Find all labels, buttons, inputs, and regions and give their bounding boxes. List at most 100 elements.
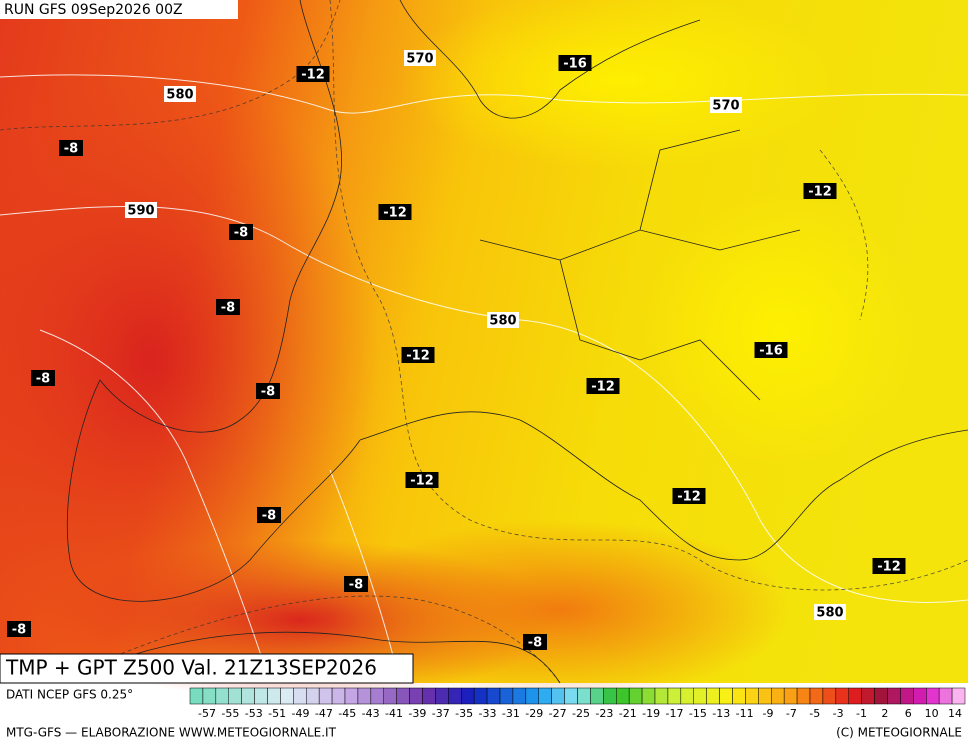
colorbar-swatch xyxy=(900,687,914,705)
label-box xyxy=(872,558,906,574)
colorbar-swatch xyxy=(267,687,281,705)
title-box xyxy=(0,653,414,684)
label-box xyxy=(256,383,280,399)
colorbar-tick-label: -51 xyxy=(268,707,286,720)
colorbar-swatch xyxy=(732,687,746,705)
colorbar-tick-label: -55 xyxy=(221,707,239,720)
colorbar-swatch xyxy=(331,687,346,705)
colorbar-swatch xyxy=(809,687,824,705)
colorbar-swatch xyxy=(499,687,514,705)
colorbar-swatch xyxy=(654,687,669,705)
temperature-label: -8 xyxy=(64,142,78,157)
temperature-label: -8 xyxy=(261,385,275,400)
label-box xyxy=(229,224,253,240)
height-label: 570 xyxy=(712,99,739,114)
colorbar-tick-label: -27 xyxy=(549,707,567,720)
colorbar-swatch xyxy=(422,687,436,705)
colorbar-swatch xyxy=(616,687,630,705)
colorbar-tick-label: -9 xyxy=(763,707,774,720)
label-box xyxy=(672,488,706,504)
colorbar-swatch xyxy=(215,687,229,705)
temperature-label: -8 xyxy=(262,509,276,524)
height-label: 580 xyxy=(816,606,843,621)
colorbar-tick-label: -23 xyxy=(595,707,613,720)
temperature-labels: -12 -16 -8 -12 -12 -8 -8 -12 -16 -8 -12 -8 -12 -12 -8 -… xyxy=(7,55,906,651)
label-box xyxy=(710,97,742,113)
label-box xyxy=(558,55,592,71)
colorbar-swatch xyxy=(706,687,720,705)
colorbar-swatch xyxy=(745,687,759,705)
colorbar-tick-label: -43 xyxy=(362,707,380,720)
label-box xyxy=(404,50,436,66)
colorbar-swatch xyxy=(926,687,940,705)
colorbar-swatch xyxy=(564,687,578,705)
label-box xyxy=(803,183,837,199)
colorbar-swatch xyxy=(189,687,204,705)
label-box xyxy=(257,507,281,523)
temperature-label: -12 xyxy=(406,349,430,364)
colorbar-swatch xyxy=(758,687,772,705)
label-box xyxy=(31,370,55,386)
colorbar-swatch xyxy=(306,687,320,705)
run-label: RUN GFS 09Sep2026 00Z xyxy=(4,2,183,18)
colorbar-swatch xyxy=(202,687,217,705)
colorbar-swatch xyxy=(512,687,527,705)
colorbar-swatch xyxy=(667,687,682,705)
height-labels: 570 580 570 590 580 580 xyxy=(125,50,846,621)
coastlines xyxy=(59,0,968,684)
colorbar-tick-label: -29 xyxy=(525,707,543,720)
colorbar-swatch xyxy=(344,687,359,705)
temperature-label: -12 xyxy=(410,474,434,489)
colorbar-swatch xyxy=(448,687,462,705)
temperature-label: -16 xyxy=(759,344,783,359)
colorbar: -57 -55 -53 -51 -49 -47 -45 -43 -41 -39 -37 -35 -33-… xyxy=(189,687,966,720)
colorbar-tick-label: -17 xyxy=(666,707,684,720)
colorbar-swatch xyxy=(848,687,862,705)
temperature-label: -8 xyxy=(36,372,50,387)
colorbar-swatch xyxy=(435,687,449,705)
colorbar-swatch xyxy=(822,687,837,705)
colorbar-tick-label: 6 xyxy=(905,707,912,720)
colorbar-tick-label: -39 xyxy=(408,707,426,720)
label-box xyxy=(378,204,412,220)
colorbar-tick-label: -19 xyxy=(642,707,660,720)
temperature-label: -12 xyxy=(301,68,325,83)
colorbar-tick-label: -45 xyxy=(338,707,356,720)
label-box xyxy=(164,86,196,102)
colorbar-swatch xyxy=(641,687,656,705)
colorbar-swatch xyxy=(603,687,617,705)
credits-label: MTG-GFS — ELABORAZIONE WWW.METEOGIORNALE… xyxy=(6,726,337,740)
colorbar-swatch xyxy=(951,687,966,705)
colorbar-swatch xyxy=(538,687,552,705)
temperature-label: -8 xyxy=(221,301,235,316)
colorbar-swatch xyxy=(486,687,501,705)
colorbar-swatch xyxy=(719,687,733,705)
colorbar-tick-label: -13 xyxy=(712,707,730,720)
colorbar-swatch xyxy=(409,687,423,705)
colorbar-tick-label: 10 xyxy=(925,707,939,720)
colorbar-swatch xyxy=(783,687,798,705)
temperature-label: -12 xyxy=(591,380,615,395)
cool-area xyxy=(400,0,840,170)
height-label: 580 xyxy=(166,88,193,103)
colorbar-swatch xyxy=(628,687,643,705)
colorbar-tick-label: -31 xyxy=(502,707,520,720)
colorbar-tick-label: -1 xyxy=(856,707,867,720)
colorbar-swatch xyxy=(280,687,294,705)
warm-area xyxy=(330,520,790,700)
colorbar-tick-label: 2 xyxy=(881,707,888,720)
temperature-label: -12 xyxy=(383,206,407,221)
temperature-label: -8 xyxy=(528,636,542,651)
colorbar-swatch xyxy=(913,687,927,705)
colorbar-swatch xyxy=(590,687,604,705)
colorbar-swatch xyxy=(318,687,333,705)
map-title: TMP + GPT Z500 Val. 21Z13SEP2026 xyxy=(5,656,377,680)
colorbar-swatch xyxy=(525,687,539,705)
height-label: 570 xyxy=(406,52,433,67)
source-label: DATI NCEP GFS 0.25° xyxy=(6,688,133,702)
temperature-label: -8 xyxy=(234,226,248,241)
colorbar-tick-label: 14 xyxy=(948,707,962,720)
label-box xyxy=(586,378,620,394)
colorbar-swatch xyxy=(771,687,785,705)
